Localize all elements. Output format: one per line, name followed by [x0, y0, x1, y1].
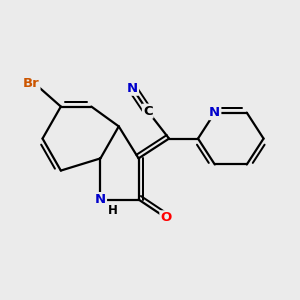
Text: N: N: [209, 106, 220, 119]
Text: H: H: [108, 204, 118, 217]
Text: C: C: [143, 105, 152, 118]
Text: N: N: [95, 193, 106, 206]
Text: Br: Br: [23, 77, 40, 90]
Text: O: O: [160, 211, 172, 224]
Text: N: N: [127, 82, 138, 95]
